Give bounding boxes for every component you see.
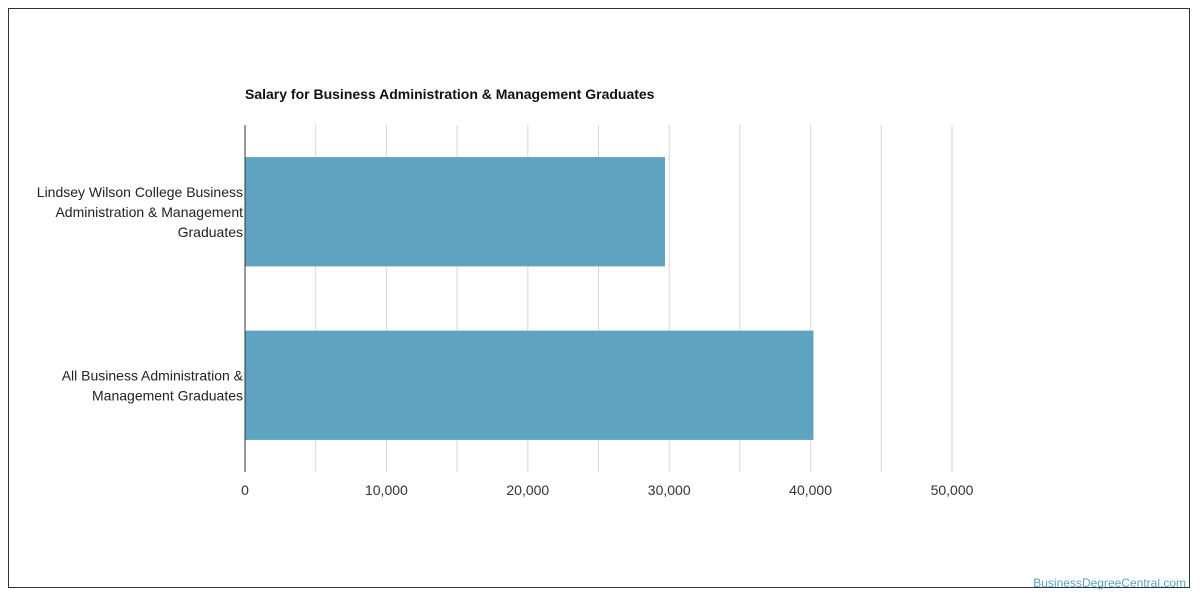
- bar-2: [245, 330, 814, 440]
- category-label: Lindsey Wilson College Business Administr…: [37, 184, 243, 240]
- x-tick-label: 0: [241, 482, 249, 498]
- bar-1: [245, 157, 665, 267]
- x-tick-label: 40,000: [789, 482, 832, 498]
- category-label: All Business Administration & Management …: [62, 367, 244, 403]
- x-tick-label: 30,000: [648, 482, 691, 498]
- chart-title: Salary for Business Administration & Man…: [245, 86, 655, 102]
- x-tick-label: 20,000: [506, 482, 549, 498]
- site-credit[interactable]: BusinessDegreeCentral.com: [1033, 576, 1186, 590]
- x-tick-label: 10,000: [365, 482, 408, 498]
- x-tick-label: 50,000: [931, 482, 974, 498]
